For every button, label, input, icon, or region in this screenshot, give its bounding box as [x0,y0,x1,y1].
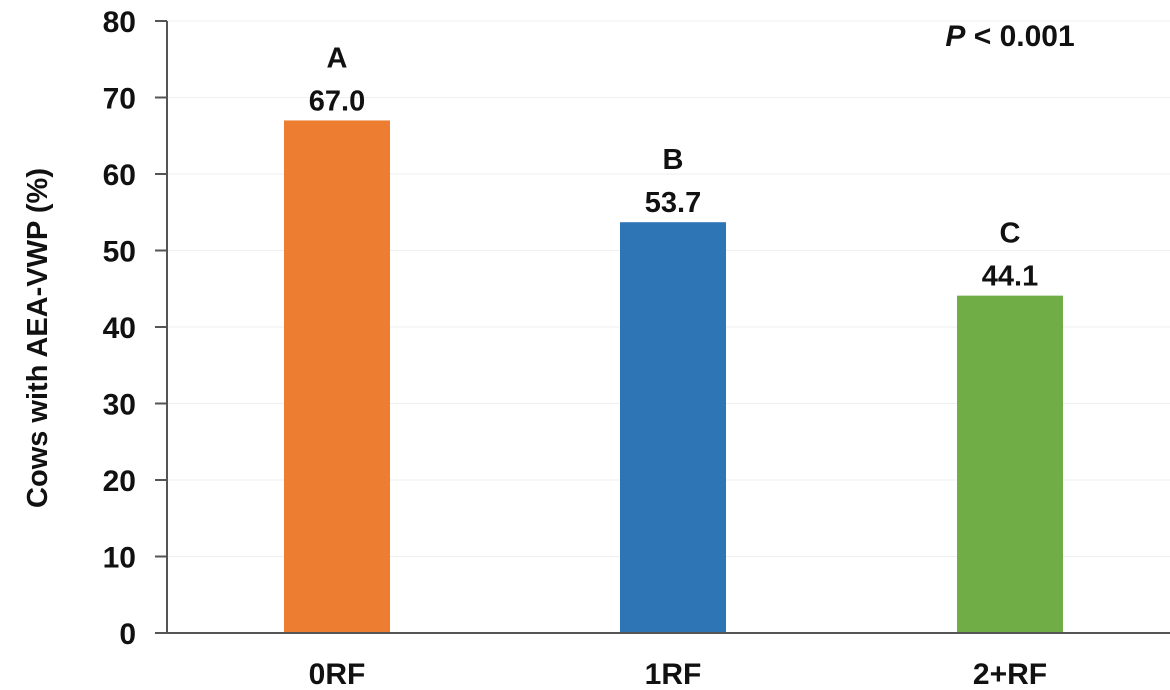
data-label: 53.7 [645,187,701,219]
bar-2rf [957,295,1063,633]
y-tick-label: 40 [103,312,136,345]
p-value-text: < 0.001 [965,20,1074,53]
bar-0rf [284,120,390,633]
y-tick-label: 20 [103,465,136,498]
group-letter: B [663,144,684,176]
data-label: 44.1 [982,261,1038,293]
x-tick-labels: 0RF 1RF 2+RF [309,658,1047,690]
data-labels: 67.0 A 53.7 B 44.1 C [309,42,1038,292]
y-tick-label: 0 [119,618,136,651]
p-value-italic: P [945,20,966,53]
y-tick-label: 50 [103,236,136,269]
y-tick-label: 70 [103,83,136,116]
y-tick-label: 80 [103,6,136,39]
data-label: 67.0 [309,85,365,117]
y-axis-label: Cows with AEA-VWP (%) [22,168,54,508]
y-tick-labels: 0 10 20 30 40 50 60 70 80 [103,6,136,651]
y-tick-label: 30 [103,389,136,422]
p-value-annotation: P < 0.001 [945,20,1074,53]
axes [155,20,1170,634]
y-tick-label: 60 [103,159,136,192]
bar-1rf [620,222,726,633]
group-letter: A [327,42,348,74]
x-tick-label: 2+RF [973,658,1047,690]
bars [284,120,1063,633]
y-tick-label: 10 [103,542,136,575]
x-tick-label: 0RF [309,658,366,690]
group-letter: C [1000,218,1021,250]
x-tick-label: 1RF [645,658,702,690]
